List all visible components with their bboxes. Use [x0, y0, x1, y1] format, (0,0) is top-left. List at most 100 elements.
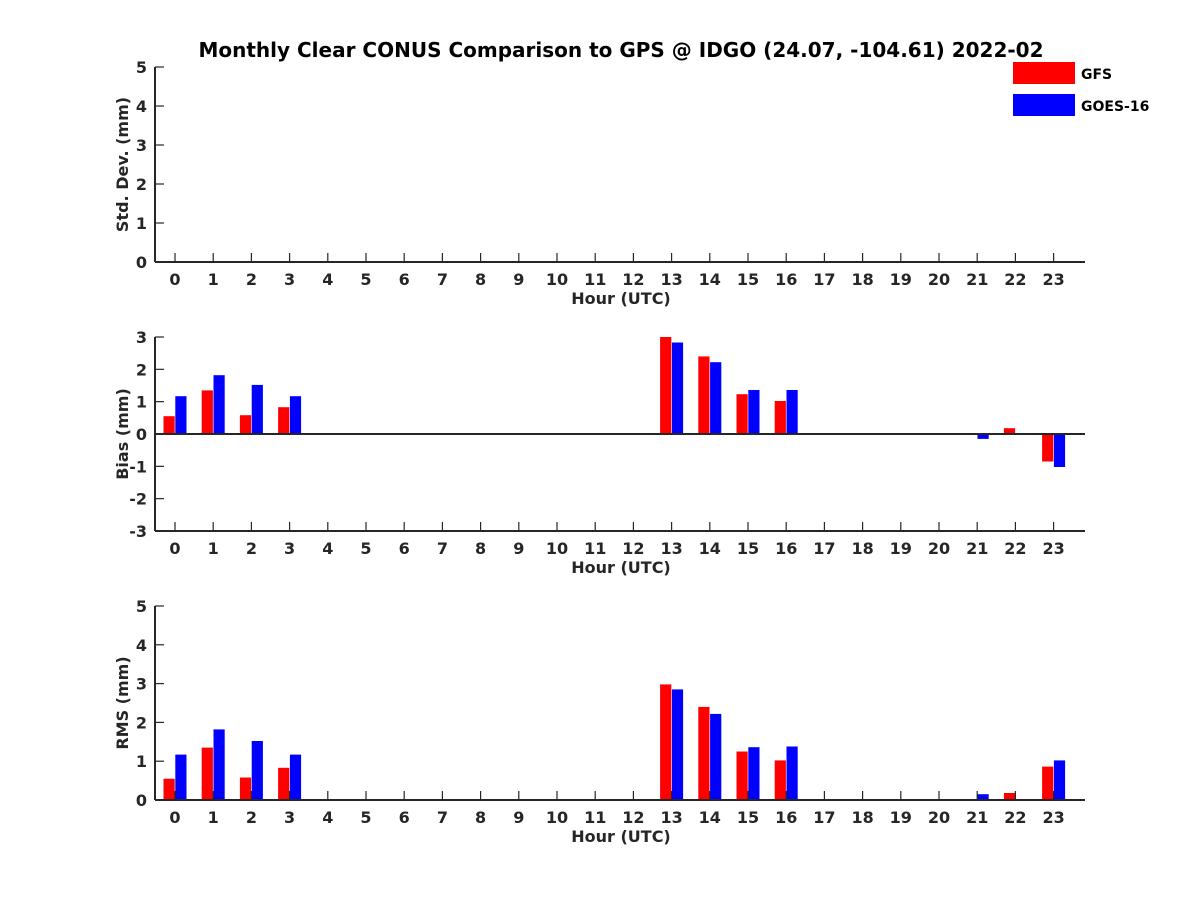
bias-bar-gfs-3: [278, 407, 290, 434]
rms-x-tick-label: 21: [966, 808, 988, 827]
bias-x-tick-label: 21: [966, 539, 988, 558]
rms-bar-goes16-0: [175, 754, 187, 800]
std-dev-y-axis-label: Std. Dev. (mm): [113, 97, 132, 232]
bias-bar-gfs-15: [736, 394, 748, 434]
bias-bar-gfs-23: [1042, 434, 1054, 462]
rms-x-tick-label: 0: [169, 808, 180, 827]
std-dev-x-tick-label: 8: [475, 270, 486, 289]
bias-x-tick-label: 7: [437, 539, 448, 558]
std-dev-x-tick-label: 5: [360, 270, 371, 289]
std-dev-y-tick-label: 2: [136, 175, 147, 194]
bias-y-tick-label: -2: [129, 490, 147, 509]
bias-bar-goes16-14: [710, 362, 722, 434]
std-dev-x-axis-label: Hour (UTC): [571, 289, 671, 308]
bias-x-tick-label: 1: [208, 539, 219, 558]
std-dev-x-tick-label: 14: [699, 270, 721, 289]
legend-swatch-gfs: [1013, 62, 1075, 84]
bias-y-tick-label: 0: [136, 425, 147, 444]
rms-bar-gfs-13: [660, 684, 672, 800]
rms-y-axis-label: RMS (mm): [113, 656, 132, 749]
std-dev-x-tick-label: 20: [928, 270, 950, 289]
legend-label-goes16: GOES-16: [1081, 99, 1149, 115]
rms-bar-gfs-3: [278, 767, 290, 800]
bias-x-tick-label: 0: [169, 539, 180, 558]
bias-bar-goes16-3: [289, 396, 302, 434]
bias-bar-gfs-0: [163, 416, 175, 434]
rms-x-tick-label: 6: [399, 808, 410, 827]
bias-bar-goes16-13: [671, 342, 684, 434]
rms-bar-goes16-13: [671, 689, 684, 800]
rms-x-tick-label: 23: [1042, 808, 1064, 827]
bias-x-tick-label: 16: [775, 539, 797, 558]
std-dev-y-tick-label: 5: [136, 58, 147, 77]
bias-y-tick-label: 1: [136, 393, 147, 412]
rms-x-tick-label: 5: [360, 808, 371, 827]
std-dev-x-tick-label: 4: [322, 270, 333, 289]
rms-x-tick-label: 1: [208, 808, 219, 827]
rms-x-tick-label: 12: [622, 808, 644, 827]
std-dev-x-tick-label: 22: [1004, 270, 1026, 289]
rms-bar-goes16-16: [786, 746, 798, 800]
bias-x-tick-label: 10: [546, 539, 568, 558]
figure-title: Monthly Clear CONUS Comparison to GPS @ …: [198, 38, 1043, 62]
rms-bar-goes16-3: [289, 754, 302, 800]
bias-bar-goes16-15: [748, 390, 760, 434]
bias-x-tick-label: 4: [322, 539, 333, 558]
std-dev-x-tick-label: 15: [737, 270, 759, 289]
rms-y-tick-label: 1: [136, 752, 147, 771]
bias-y-tick-label: -3: [129, 522, 147, 541]
rms-x-tick-label: 4: [322, 808, 333, 827]
bias-y-tick-label: 2: [136, 360, 147, 379]
rms-x-tick-label: 16: [775, 808, 797, 827]
rms-bar-goes16-15: [748, 747, 760, 800]
legend-swatch-goes16: [1013, 94, 1075, 116]
bias-x-tick-label: 3: [284, 539, 295, 558]
rms-y-tick-label: 0: [136, 791, 147, 810]
bias-x-tick-label: 23: [1042, 539, 1064, 558]
bias-x-axis-label: Hour (UTC): [571, 558, 671, 577]
rms-x-tick-label: 15: [737, 808, 759, 827]
rms-bar-gfs-2: [239, 777, 252, 800]
bias-x-tick-label: 8: [475, 539, 486, 558]
std-dev-x-tick-label: 18: [851, 270, 873, 289]
std-dev-y-tick-label: 3: [136, 136, 147, 155]
rms-bar-goes16-1: [213, 729, 225, 800]
bias-x-tick-label: 18: [851, 539, 873, 558]
legend: GFS GOES-16: [1013, 62, 1149, 116]
std-dev-x-tick-label: 3: [284, 270, 295, 289]
bias-x-tick-label: 11: [584, 539, 606, 558]
std-dev-x-tick-label: 1: [208, 270, 219, 289]
rms-bar-goes16-2: [251, 741, 263, 800]
bias-y-axis-label: Bias (mm): [113, 388, 132, 480]
std-dev-x-tick-label: 21: [966, 270, 988, 289]
std-dev-x-tick-label: 9: [513, 270, 524, 289]
rms-bar-gfs-16: [774, 760, 786, 800]
rms-x-tick-label: 9: [513, 808, 524, 827]
rms-x-tick-label: 13: [660, 808, 682, 827]
std-dev-y-tick-label: 0: [136, 253, 147, 272]
bias-x-tick-label: 5: [360, 539, 371, 558]
rms-y-tick-label: 5: [136, 597, 147, 616]
rms-bar-gfs-0: [163, 778, 175, 800]
rms-bar-gfs-15: [736, 751, 748, 800]
rms-x-tick-label: 11: [584, 808, 606, 827]
legend-label-gfs: GFS: [1081, 67, 1112, 83]
rms-x-tick-label: 7: [437, 808, 448, 827]
bias-x-tick-label: 17: [813, 539, 835, 558]
rms-x-tick-label: 20: [928, 808, 950, 827]
bias-bar-goes16-23: [1053, 434, 1066, 467]
rms-x-tick-label: 17: [813, 808, 835, 827]
bias-bar-gfs-1: [201, 390, 213, 434]
rms-x-tick-label: 8: [475, 808, 486, 827]
bias-y-tick-label: 3: [136, 328, 147, 347]
bias-bar-gfs-13: [660, 337, 672, 434]
rms-y-tick-label: 3: [136, 675, 147, 694]
rms-bar-goes16-14: [710, 713, 722, 800]
std-dev-x-tick-label: 17: [813, 270, 835, 289]
std-dev-x-tick-label: 13: [660, 270, 682, 289]
rms-y-tick-label: 2: [136, 713, 147, 732]
rms-y-tick-label: 4: [136, 636, 147, 655]
rms-x-tick-label: 2: [246, 808, 257, 827]
